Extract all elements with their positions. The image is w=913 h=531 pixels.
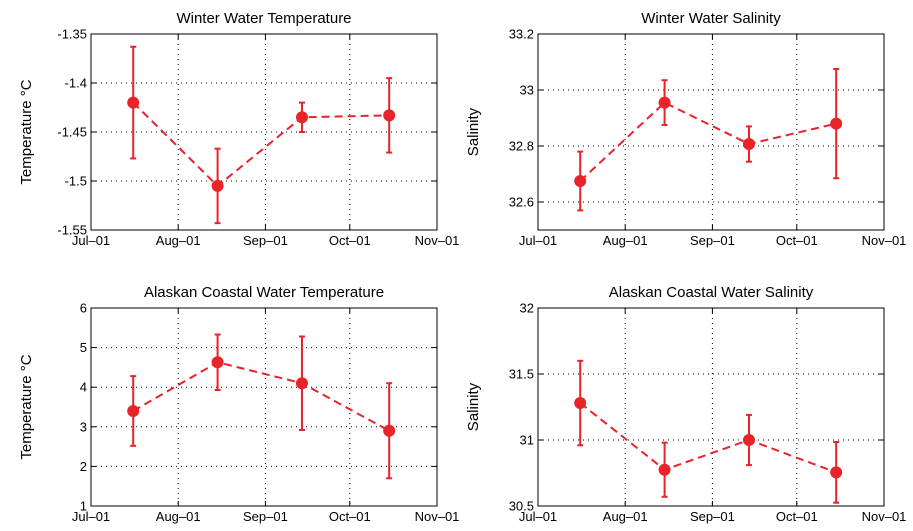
winter-temp-x-tick-label: Sep–01	[243, 233, 288, 248]
acw-temp-y-tick-label: 6	[80, 301, 87, 316]
winter-temp-x-tick-label: Nov–01	[415, 233, 460, 248]
acw-temp-y-tick-label: 2	[80, 459, 87, 474]
acw-salinity-x-tick-label: Aug–01	[603, 509, 648, 524]
winter-salinity-ylabel: Salinity	[465, 107, 482, 156]
winter-temp-y-tick-label: -1.45	[57, 125, 87, 140]
winter-temp-ylabel: Temperature °C	[18, 79, 35, 184]
acw-temp-x-tick-label: Oct–01	[329, 509, 371, 524]
winter-salinity-axes-frame	[537, 33, 885, 231]
acw-temp-data-point	[295, 377, 308, 390]
acw-temp-y-tick-label: 3	[80, 419, 87, 434]
winter-salinity-y-tick-label: 32.8	[509, 139, 534, 154]
winter-salinity-series-line	[579, 101, 837, 182]
winter-temp-data-point	[295, 111, 308, 124]
acw-salinity-x-tick-label: Jul–01	[519, 509, 557, 524]
acw-temp-x-tick-label: Aug–01	[156, 509, 201, 524]
acw-temp-data-point	[383, 424, 396, 437]
winter-temp-y-tick-label: -1.55	[57, 223, 87, 238]
acw-temp-x-tick-label: Jul–01	[72, 509, 110, 524]
acw-temp-y-tick-label: 5	[80, 340, 87, 355]
winter-salinity-y-tick-label: 33.2	[509, 27, 534, 42]
acw-salinity-y-tick-label: 31.5	[509, 367, 534, 382]
acw-salinity-data-point	[742, 434, 755, 446]
acw-salinity-data-point	[658, 463, 671, 476]
winter-temp-data-point	[211, 179, 224, 192]
winter-temp-x-tick-label: Oct–01	[329, 233, 371, 248]
acw-salinity-ylabel: Salinity	[465, 382, 482, 431]
chart-panel-winter-water-temperature: Jul–01 Aug–01 Sep–01 Oct–01 Nov–01 -1.35 -1.4 -…	[18, 10, 459, 248]
winter-salinity-x-tick-label: Aug–01	[603, 233, 648, 248]
winter-temp-data-point	[127, 96, 140, 109]
winter-temp-y-tick-label: -1.4	[65, 76, 87, 91]
winter-temp-title: Winter Water Temperature	[176, 10, 351, 27]
chart-panel-winter-water-salinity: Jul–01 Aug–01 Sep–01 Oct–01 Nov–01 33.2 33 32.8…	[465, 10, 906, 248]
acw-temp-series-line	[132, 361, 390, 432]
winter-salinity-data-point	[742, 138, 755, 151]
acw-temp-y-tick-label: 1	[80, 499, 87, 514]
acw-temp-x-tick-label: Nov–01	[415, 509, 460, 524]
winter-temp-x-tick-label: Jul–01	[72, 233, 110, 248]
winter-salinity-x-tick-label: Oct–01	[776, 233, 818, 248]
acw-salinity-series-line	[579, 402, 837, 474]
winter-salinity-title: Winter Water Salinity	[641, 10, 781, 27]
winter-temp-y-tick-label: -1.35	[57, 27, 87, 42]
winter-temp-axes-frame	[90, 33, 438, 231]
chart-panel-alaskan-coastal-water-salinity: Jul–01 Aug–01 Sep–01 Oct–01 Nov–01 32 31.5 31 30…	[465, 284, 906, 524]
acw-salinity-y-tick-label: 31	[520, 433, 534, 448]
winter-salinity-y-tick-label: 33	[520, 83, 534, 98]
winter-temp-y-tick-label: -1.5	[65, 174, 87, 189]
acw-temp-data-point	[211, 356, 224, 369]
winter-temp-series-line	[132, 101, 390, 188]
acw-salinity-x-tick-label: Sep–01	[690, 509, 735, 524]
winter-salinity-x-tick-label: Nov–01	[862, 233, 907, 248]
winter-salinity-x-tick-label: Jul–01	[519, 233, 557, 248]
acw-temp-ylabel: Temperature °C	[18, 354, 35, 459]
winter-temp-x-tick-label: Aug–01	[156, 233, 201, 248]
acw-salinity-data-point	[830, 466, 843, 479]
winter-salinity-data-point	[830, 117, 843, 130]
winter-salinity-x-tick-label: Sep–01	[690, 233, 735, 248]
winter-temp-data-point	[383, 109, 396, 122]
acw-salinity-x-tick-label: Nov–01	[862, 509, 907, 524]
acw-temp-title: Alaskan Coastal Water Temperature	[144, 284, 384, 301]
acw-temp-data-point	[127, 404, 140, 417]
winter-salinity-data-point	[574, 175, 587, 187]
acw-salinity-data-point	[574, 397, 587, 410]
winter-salinity-y-tick-label: 32.6	[509, 195, 534, 210]
winter-salinity-data-point	[658, 96, 671, 109]
chart-panel-alaskan-coastal-water-temperature: Jul–01 Aug–01 Sep–01 Oct–01 Nov–01 6 5 4 3 2 1 Alas…	[18, 284, 459, 524]
acw-salinity-axes-frame	[537, 307, 885, 507]
acw-temp-axes-frame	[90, 307, 438, 507]
acw-temp-y-tick-label: 4	[80, 380, 87, 395]
acw-salinity-x-tick-label: Oct–01	[776, 509, 818, 524]
acw-salinity-y-tick-label: 30.5	[509, 499, 534, 514]
acw-salinity-title: Alaskan Coastal Water Salinity	[609, 284, 814, 301]
acw-salinity-y-tick-label: 32	[520, 301, 534, 316]
acw-temp-x-tick-label: Sep–01	[243, 509, 288, 524]
